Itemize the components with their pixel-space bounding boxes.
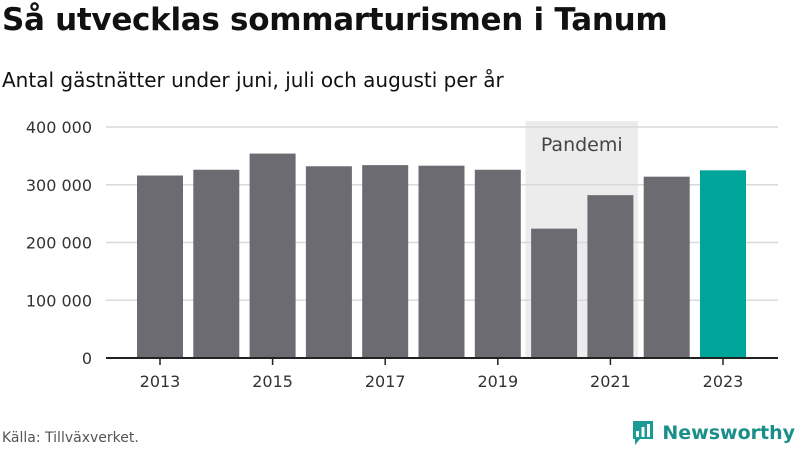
x-tick-label: 2023 (703, 372, 744, 391)
newsworthy-logo-icon (633, 421, 654, 445)
bar-2019 (474, 169, 521, 358)
bar-2021 (587, 195, 634, 358)
y-tick-label: 300 000 (26, 176, 92, 195)
bar-2014 (193, 169, 240, 358)
x-tick-label: 2015 (252, 372, 293, 391)
brand-logo[interactable]: Newsworthy (631, 419, 795, 447)
bar-2015 (249, 153, 296, 358)
y-tick-label: 100 000 (26, 291, 92, 310)
bar-2023 (700, 170, 746, 358)
bar-2017 (362, 165, 409, 358)
brand-name: Newsworthy (662, 422, 795, 444)
source-note: Källa: Tillväxverket. (2, 430, 139, 446)
bar-2018 (418, 165, 465, 358)
y-tick-label: 0 (82, 349, 92, 368)
pandemic-label: Pandemi (541, 134, 623, 156)
chart-title: Så utvecklas sommarturismen i Tanum (2, 2, 668, 38)
x-tick-label: 2021 (590, 372, 631, 391)
bar-2013 (137, 175, 183, 358)
bar-2020 (531, 228, 578, 358)
y-tick-label: 400 000 (26, 118, 92, 137)
x-tick-label: 2019 (477, 372, 518, 391)
bar-2022 (643, 176, 690, 358)
y-tick-label: 200 000 (26, 234, 92, 253)
bar-2016 (305, 166, 352, 358)
x-tick-label: 2013 (140, 372, 181, 391)
x-tick-label: 2017 (365, 372, 406, 391)
chart-subtitle: Antal gästnätter under juni, juli och au… (2, 68, 504, 92)
